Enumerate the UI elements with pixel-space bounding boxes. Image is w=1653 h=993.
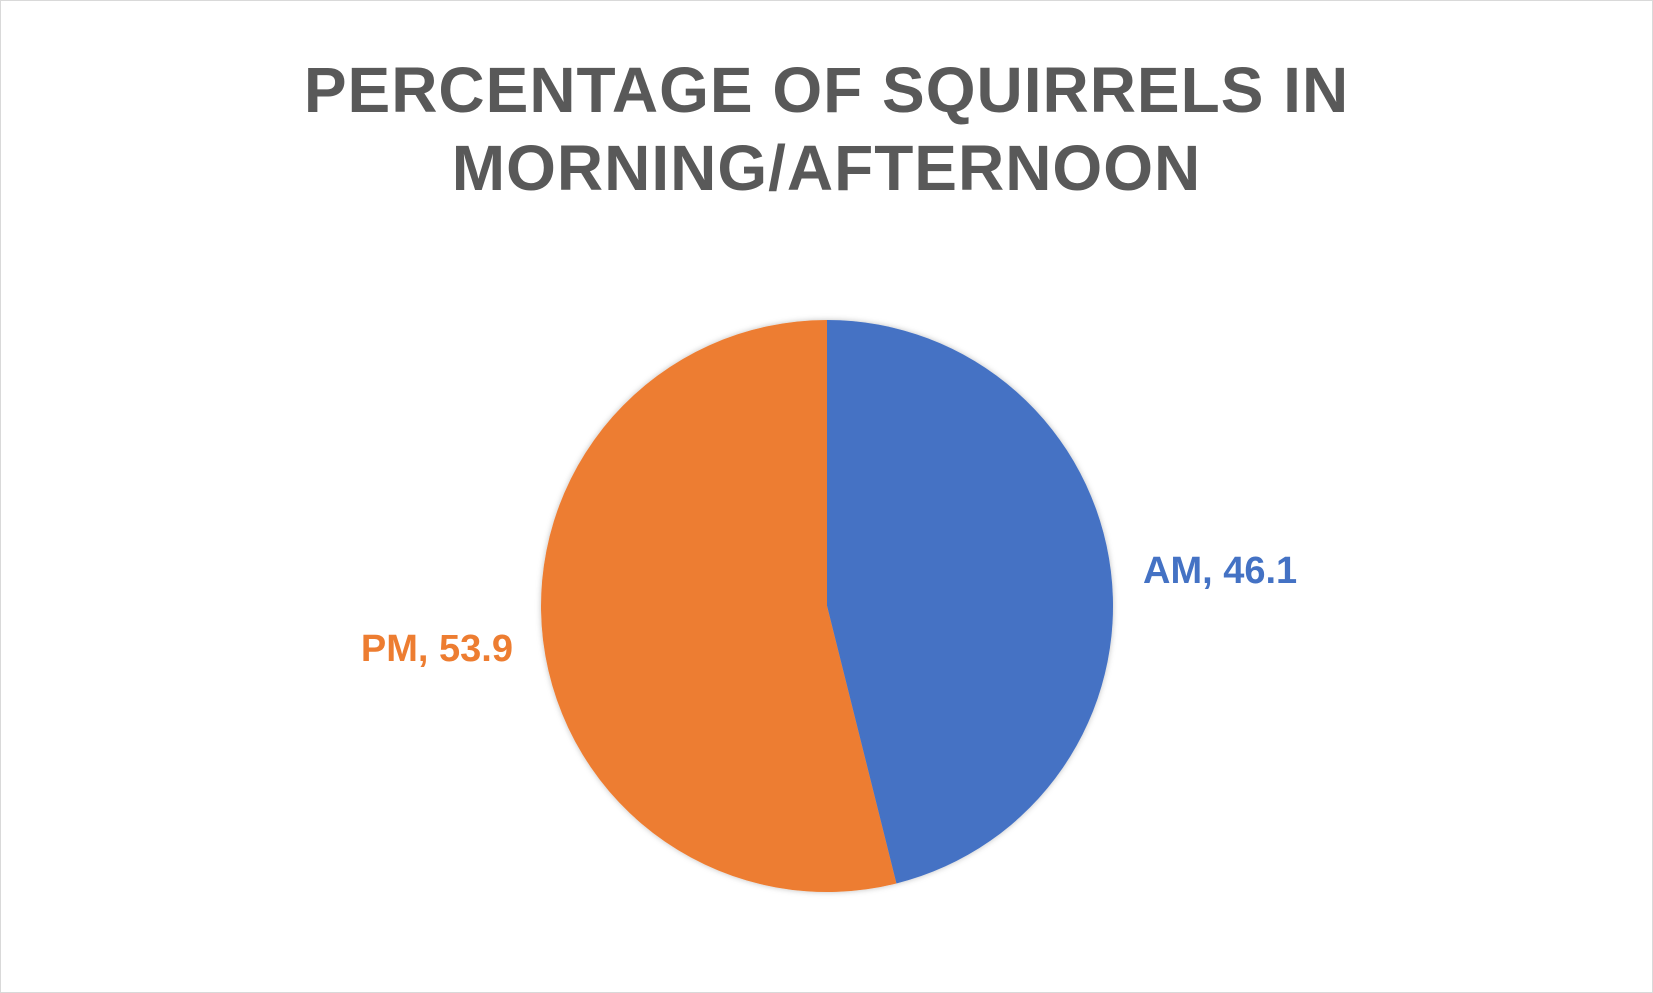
pie-slice-am <box>827 320 1114 884</box>
data-label-pm: PM, 53.9 <box>361 628 513 670</box>
pie-slice-pm <box>541 320 897 892</box>
data-labels: AM, 46.1 PM, 53.9 <box>361 550 1297 670</box>
pie-slices <box>541 320 1114 892</box>
chart-title-line-2: MORNING/AFTERNOON <box>451 132 1202 204</box>
data-label-am: AM, 46.1 <box>1143 550 1297 592</box>
chart-title: PERCENTAGE OF SQUIRRELS IN MORNING/AFTER… <box>1 51 1652 207</box>
chart-title-line-1: PERCENTAGE OF SQUIRRELS IN <box>303 54 1350 126</box>
